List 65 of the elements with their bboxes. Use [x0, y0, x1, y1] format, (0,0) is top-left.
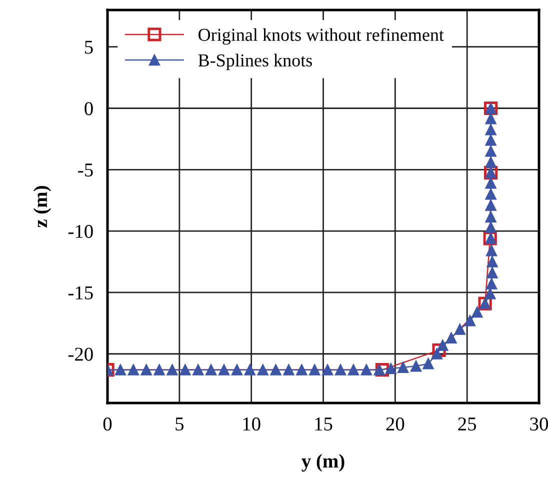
point: [485, 134, 496, 146]
x-tick-label: 5: [176, 418, 184, 431]
point: [486, 267, 498, 278]
point: [218, 364, 230, 376]
point: [486, 278, 498, 290]
point: [485, 146, 496, 157]
point: [322, 364, 334, 376]
point: [334, 364, 346, 376]
point: [484, 288, 496, 300]
point: [296, 364, 308, 376]
point: [140, 364, 152, 376]
point: [432, 343, 446, 357]
point: [385, 363, 396, 374]
y-tick-label: -5: [78, 164, 93, 177]
point: [192, 364, 204, 376]
point: [431, 348, 442, 360]
point: [348, 364, 360, 376]
y-tick-label: -15: [68, 286, 93, 300]
point: [422, 358, 434, 370]
point: [231, 364, 243, 376]
point: [166, 364, 178, 376]
legend-label: Original knots without refinement: [198, 28, 444, 45]
point: [114, 364, 126, 376]
point: [464, 315, 476, 326]
point: [485, 200, 496, 211]
point: [486, 245, 498, 256]
point: [485, 211, 496, 222]
point: [257, 364, 268, 376]
y-tick-label: 5: [85, 40, 93, 54]
x-tick-label: 20: [386, 417, 404, 431]
point: [485, 222, 496, 233]
point: [309, 364, 320, 376]
point: [374, 364, 385, 376]
point: [270, 364, 282, 376]
y-tick-label: 0: [84, 102, 93, 116]
x-tick-label: 10: [243, 417, 260, 431]
x-tick-label: 30: [530, 417, 548, 431]
point: [283, 364, 294, 376]
point: [485, 156, 496, 168]
point: [485, 113, 496, 124]
point: [437, 340, 448, 351]
point: [410, 360, 422, 372]
y-tick-label: -20: [68, 348, 93, 361]
point: [128, 364, 139, 376]
y-tick-label: -10: [68, 224, 93, 238]
point: [206, 364, 217, 376]
point: [485, 188, 496, 200]
point: [154, 364, 165, 376]
point: [486, 256, 498, 268]
point: [454, 324, 466, 335]
point: [375, 363, 390, 377]
legend-label: B-Splines knots: [198, 54, 312, 70]
x-tick-label: 0: [103, 417, 112, 431]
point: [472, 306, 483, 318]
x-tick-label: 15: [315, 418, 332, 431]
x-axis-title: y (m): [302, 454, 344, 472]
point: [485, 178, 496, 189]
point: [244, 364, 256, 376]
point: [180, 364, 191, 376]
x-tick-label: 25: [458, 418, 476, 431]
y-axis-title: z (m): [33, 186, 52, 228]
point: [360, 364, 372, 376]
point: [446, 332, 457, 344]
point: [485, 124, 496, 136]
point: [398, 362, 409, 373]
